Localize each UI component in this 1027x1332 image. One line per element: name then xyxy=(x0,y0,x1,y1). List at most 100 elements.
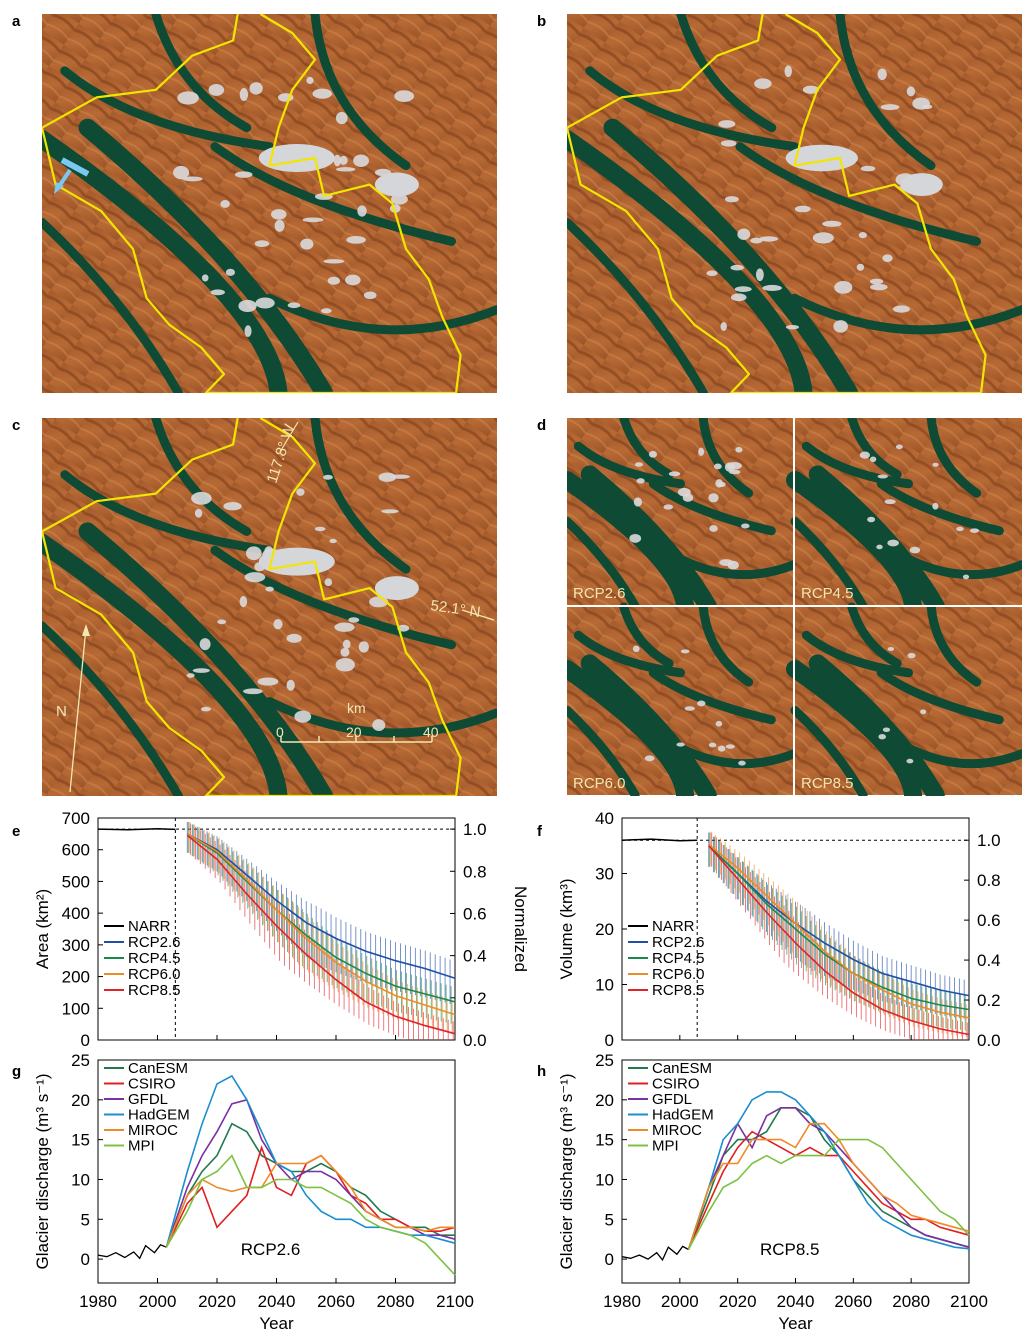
chart-discharge-h: 0 5 10 15 20 25 1980 2000 2020 2040 2060 2080 2100 Gl… xyxy=(557,1051,988,1332)
valley-shadow xyxy=(904,743,1022,769)
y-tick-label: 300 xyxy=(62,936,90,955)
glacier-patch xyxy=(201,274,209,282)
glacier-patch xyxy=(754,78,772,89)
glacier-patch xyxy=(194,508,203,518)
y-tick-label: 20 xyxy=(595,920,614,939)
glacier-patch xyxy=(909,546,921,554)
valley-shadow xyxy=(42,217,183,393)
glacier-patch xyxy=(794,205,811,213)
valley-shadow xyxy=(698,602,754,687)
glacier-patch xyxy=(390,193,408,205)
observed-line xyxy=(97,1244,167,1260)
valley-shadow xyxy=(42,533,288,796)
x-tick-label: 2040 xyxy=(258,1292,296,1311)
legend-label: HadGEM xyxy=(652,1107,714,1124)
glacier-patch xyxy=(708,742,717,748)
glacier-patch xyxy=(324,578,333,587)
glacier-patch xyxy=(363,291,377,300)
glacier-patch xyxy=(720,322,727,331)
glacier-patch xyxy=(698,447,705,456)
x-axis-label: Year xyxy=(778,1314,813,1332)
glacier-patch xyxy=(200,706,211,712)
glacier-patch xyxy=(870,283,888,291)
glacier-patch xyxy=(912,97,930,110)
panel-letter-g: g xyxy=(12,1063,21,1080)
glacier-patch xyxy=(877,68,887,81)
valley-shadow xyxy=(567,217,708,393)
x-tick-label: 2080 xyxy=(377,1292,415,1311)
y2-tick-label: 0.8 xyxy=(463,862,487,881)
valley-shadow xyxy=(210,142,456,246)
chart-discharge-g: 0 5 10 15 20 25 1980 2000 2020 2040 2060 2080 2100 Gl… xyxy=(33,1051,474,1332)
glacier-patch xyxy=(906,758,914,764)
glacier-patch xyxy=(717,481,726,488)
glacier-patch xyxy=(724,196,739,203)
series-line-NARR xyxy=(621,838,698,842)
glacier-patch xyxy=(869,278,884,285)
series-line-NARR xyxy=(97,828,176,831)
glacier-patch xyxy=(302,217,324,223)
glacier-patch xyxy=(271,209,287,220)
glacier-patch xyxy=(345,274,361,286)
map-panel-b xyxy=(567,14,1022,393)
y-tick-label: 20 xyxy=(595,1091,614,1110)
valley-shadow xyxy=(735,142,981,246)
glacier-patch xyxy=(333,154,341,167)
glacier-patch xyxy=(243,688,263,695)
scenario-annotation: RCP2.6 xyxy=(241,1240,301,1259)
map-panel-d xyxy=(567,418,1022,796)
glacier-patch xyxy=(274,219,285,232)
scenario-label-rcp45: RCP4.5 xyxy=(801,585,854,602)
glacier-patch xyxy=(882,254,893,262)
legend-label: MPI xyxy=(128,1138,155,1155)
glacier-patch xyxy=(859,451,871,459)
x-tick-label: 2060 xyxy=(834,1292,872,1311)
valley-shadow xyxy=(790,293,1022,335)
glacier-patch xyxy=(784,65,792,78)
series-line-MPI xyxy=(165,1154,456,1276)
terrain-background xyxy=(42,14,497,393)
glacier-patch xyxy=(718,120,736,128)
y2-axis-label: Normalized xyxy=(511,886,530,972)
legend-label: RCP2.6 xyxy=(128,934,181,951)
x-tick-label: 2040 xyxy=(777,1292,815,1311)
x-axis-label: Year xyxy=(259,1314,294,1332)
series-line-RCP8.5 xyxy=(708,845,970,1036)
glacier-patch xyxy=(648,450,657,458)
glacier-patch xyxy=(730,264,744,271)
legend-label: CanESM xyxy=(652,1060,712,1077)
glacier-patch xyxy=(932,462,939,467)
map-panel-c xyxy=(42,418,497,796)
y-tick-label: 0 xyxy=(605,1250,614,1269)
glacier-patch xyxy=(381,509,399,514)
valley-shadow xyxy=(310,14,411,171)
glacier-patch xyxy=(956,526,964,532)
valley-shadow xyxy=(926,418,982,498)
glacier-patch xyxy=(629,533,642,543)
legend-label: CanESM xyxy=(128,1060,188,1077)
glacier-patch xyxy=(320,308,332,314)
glacier-patch xyxy=(759,236,779,242)
glacier-patch xyxy=(663,504,674,510)
glacier-patch xyxy=(245,546,262,561)
legend-label: NARR xyxy=(128,918,171,935)
y2-axis-label: Normalized xyxy=(1025,886,1027,972)
glacier-patch xyxy=(887,539,899,547)
glacier-patch xyxy=(969,528,980,533)
y-tick-label: 200 xyxy=(62,968,90,987)
flow-direction-arrow-icon xyxy=(54,157,90,194)
scenario-label-rcp26: RCP2.6 xyxy=(573,585,626,602)
valley-shadow xyxy=(78,522,334,796)
valley-shadow xyxy=(60,470,274,555)
observed-line xyxy=(621,1245,689,1262)
north-label: N xyxy=(56,703,67,720)
scenario-label-rcp85: RCP8.5 xyxy=(801,775,854,792)
glacier-patch xyxy=(634,462,644,467)
icefield xyxy=(374,576,419,601)
y-tick-label: 500 xyxy=(62,872,90,891)
glacier-patch xyxy=(199,638,211,651)
valley-shadow xyxy=(573,630,685,678)
glacier-patch xyxy=(314,526,326,532)
glacier-patch xyxy=(834,281,853,294)
valley-shadow xyxy=(78,118,334,393)
